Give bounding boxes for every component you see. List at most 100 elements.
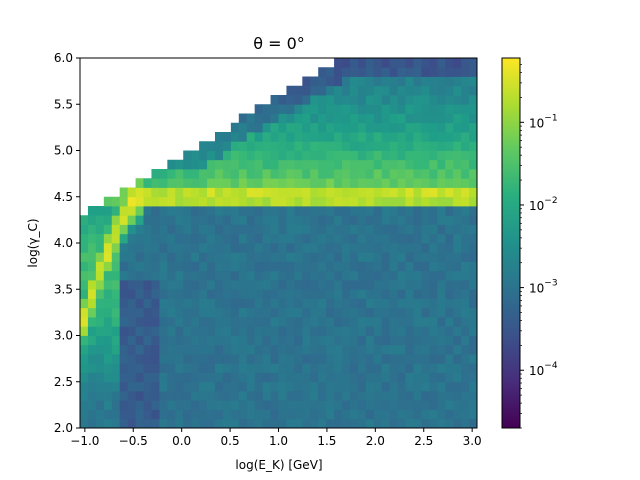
heatmap-cell	[421, 280, 430, 290]
heatmap-cell	[238, 215, 248, 225]
heatmap-cell	[230, 381, 240, 392]
heatmap-cell	[373, 196, 383, 207]
heatmap-cell	[413, 85, 422, 96]
heatmap-cell	[262, 317, 271, 327]
heatmap-cell	[80, 307, 89, 318]
heatmap-cell	[254, 344, 264, 355]
heatmap-cell	[294, 326, 303, 336]
heatmap-cell	[127, 261, 136, 272]
heatmap-cell	[135, 243, 144, 253]
heatmap-cell	[318, 150, 327, 161]
heatmap-cell	[373, 335, 383, 346]
heatmap-cell	[334, 224, 343, 235]
heatmap-cell	[286, 206, 295, 216]
heatmap-cell	[214, 298, 224, 309]
heatmap-cell	[294, 243, 303, 253]
heatmap-cell	[365, 150, 375, 161]
heatmap-cell	[421, 418, 430, 429]
heatmap-cell	[199, 206, 208, 216]
heatmap-cell	[183, 418, 192, 429]
heatmap-cell	[389, 76, 398, 87]
heatmap-cell	[342, 132, 351, 142]
heatmap-cell	[373, 215, 383, 225]
heatmap-cell	[278, 372, 287, 383]
heatmap-cell	[397, 363, 406, 373]
heatmap-cell	[135, 344, 144, 355]
heatmap-cell	[230, 326, 240, 336]
heatmap-cell	[469, 243, 478, 253]
heatmap-cell	[278, 104, 287, 114]
heatmap-cell	[302, 85, 311, 96]
heatmap-cell	[254, 178, 264, 188]
heatmap-cell	[294, 169, 303, 179]
y-tick-label: 4.5	[54, 190, 73, 204]
heatmap-cell	[421, 307, 430, 318]
heatmap-cell	[127, 252, 136, 262]
heatmap-cell	[294, 132, 303, 142]
heatmap-cell	[302, 372, 311, 383]
heatmap-cell	[326, 215, 335, 225]
heatmap-cell	[365, 354, 375, 364]
heatmap-cell	[318, 280, 327, 290]
heatmap-cell	[254, 381, 264, 392]
heatmap-cell	[373, 261, 383, 272]
heatmap-cell	[183, 409, 192, 420]
heatmap-cell	[286, 233, 295, 244]
heatmap-cell	[238, 196, 248, 207]
heatmap-cell	[87, 400, 97, 410]
heatmap-cell	[405, 215, 414, 225]
colorbar-tick-label: 10−3	[529, 279, 558, 296]
heatmap-cell	[349, 252, 359, 262]
heatmap-cell	[80, 289, 89, 299]
heatmap-cell	[111, 206, 121, 216]
heatmap-cell	[429, 280, 438, 290]
heatmap-cell	[199, 289, 208, 299]
heatmap-cell	[461, 326, 470, 336]
heatmap-cell	[222, 150, 232, 161]
heatmap-cell	[373, 159, 383, 170]
heatmap-cell	[222, 141, 232, 151]
heatmap-cell	[207, 344, 216, 355]
heatmap-cell	[445, 243, 454, 253]
heatmap-cell	[461, 85, 470, 96]
heatmap-cell	[111, 280, 121, 290]
heatmap-cell	[191, 280, 200, 290]
heatmap-cell	[342, 233, 351, 244]
heatmap-cell	[167, 280, 176, 290]
heatmap-cell	[461, 372, 470, 383]
heatmap-cell	[222, 206, 232, 216]
heatmap-cell	[183, 298, 192, 309]
heatmap-cell	[159, 224, 168, 235]
heatmap-cell	[222, 187, 232, 198]
heatmap-cell	[230, 289, 240, 299]
heatmap-cell	[207, 206, 216, 216]
heatmap-cell	[254, 252, 264, 262]
heatmap-cell	[453, 335, 462, 346]
heatmap-cell	[397, 344, 406, 355]
heatmap-cell	[342, 252, 351, 262]
heatmap-cell	[469, 187, 478, 198]
heatmap-cell	[270, 132, 279, 142]
heatmap-cell	[183, 243, 192, 253]
heatmap-cell	[222, 233, 232, 244]
heatmap-cell	[429, 354, 438, 364]
heatmap-cell	[469, 132, 478, 142]
heatmap-cell	[365, 261, 375, 272]
heatmap-cell	[294, 280, 303, 290]
heatmap-cell	[326, 150, 335, 161]
heatmap-cell	[207, 280, 216, 290]
heatmap-cell	[294, 409, 303, 420]
heatmap-cell	[183, 159, 192, 170]
heatmap-cell	[143, 418, 152, 429]
heatmap-cell	[167, 381, 176, 392]
heatmap-cell	[445, 159, 454, 170]
heatmap-cell	[469, 400, 478, 410]
heatmap-cell	[167, 335, 176, 346]
heatmap-cell	[302, 169, 311, 179]
heatmap-cell	[159, 206, 168, 216]
heatmap-cell	[461, 196, 470, 207]
heatmap-cell	[135, 280, 144, 290]
heatmap-cell	[254, 391, 264, 401]
heatmap-cell	[286, 335, 295, 346]
heatmap-cell	[461, 298, 470, 309]
